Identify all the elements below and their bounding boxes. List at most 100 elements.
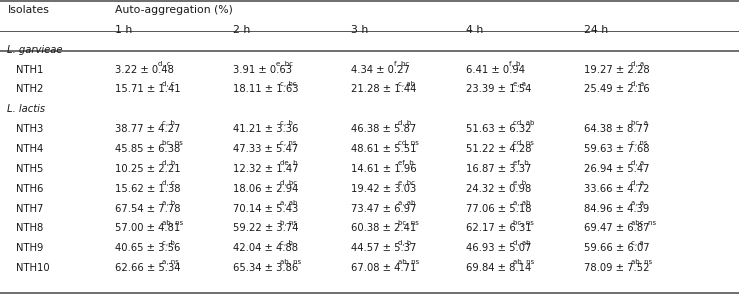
- Text: 48.61 ± 5.51: 48.61 ± 5.51: [351, 144, 417, 154]
- Text: ef, b: ef, b: [513, 160, 528, 166]
- Text: d, c: d, c: [158, 61, 171, 67]
- Text: f, b: f, b: [509, 61, 520, 67]
- Text: ef, b: ef, b: [398, 160, 414, 166]
- Text: 51.63 ± 6.32: 51.63 ± 6.32: [466, 124, 531, 134]
- Text: 47.33 ± 5.47: 47.33 ± 5.47: [233, 144, 298, 154]
- Text: NTH10: NTH10: [16, 263, 50, 273]
- Text: 60.38 ± 2.41: 60.38 ± 2.41: [351, 224, 416, 233]
- Text: 69.84 ± 8.14: 69.84 ± 8.14: [466, 263, 531, 273]
- Text: 21.28 ± 1.44: 21.28 ± 1.44: [351, 84, 416, 94]
- Text: e, bc: e, bc: [276, 61, 293, 67]
- Text: a, ab: a, ab: [398, 200, 416, 206]
- Text: 62.17 ± 6.31: 62.17 ± 6.31: [466, 224, 531, 233]
- Text: 33.66 ± 4.72: 33.66 ± 4.72: [584, 184, 649, 194]
- Text: NTH9: NTH9: [16, 243, 44, 253]
- Text: 59.22 ± 3.74: 59.22 ± 3.74: [233, 224, 299, 233]
- Text: NTH7: NTH7: [16, 204, 44, 214]
- Text: 73.47 ± 6.97: 73.47 ± 6.97: [351, 204, 417, 214]
- Text: c, b: c, b: [280, 240, 293, 246]
- Text: c, b: c, b: [162, 240, 174, 246]
- Text: b, ns: b, ns: [280, 220, 297, 226]
- Text: abc, ns: abc, ns: [631, 220, 656, 226]
- Text: 59.63 ± 7.68: 59.63 ± 7.68: [584, 144, 650, 154]
- Text: 45.85 ± 6.38: 45.85 ± 6.38: [115, 144, 180, 154]
- Text: c, bc: c, bc: [280, 80, 297, 87]
- Text: e, bc: e, bc: [398, 180, 415, 186]
- Text: 65.34 ± 3.86: 65.34 ± 3.86: [233, 263, 298, 273]
- Text: 14.61 ± 1.96: 14.61 ± 1.96: [351, 164, 417, 174]
- Text: 44.57 ± 5.37: 44.57 ± 5.37: [351, 243, 416, 253]
- Text: 67.08 ± 4.71: 67.08 ± 4.71: [351, 263, 416, 273]
- Text: 3.22 ± 0.48: 3.22 ± 0.48: [115, 65, 174, 74]
- Text: bc, ns: bc, ns: [398, 220, 419, 226]
- Text: 15.62 ± 1.38: 15.62 ± 1.38: [115, 184, 180, 194]
- Text: de, b: de, b: [280, 160, 298, 166]
- Text: NTH5: NTH5: [16, 164, 44, 174]
- Text: NTH2: NTH2: [16, 84, 44, 94]
- Text: bc, a: bc, a: [631, 120, 648, 126]
- Text: 6.41 ± 0.94: 6.41 ± 0.94: [466, 65, 525, 74]
- Text: 4 h: 4 h: [466, 25, 483, 35]
- Text: c, ns: c, ns: [631, 140, 647, 146]
- Text: 70.14 ± 5.43: 70.14 ± 5.43: [233, 204, 298, 214]
- Text: 46.38 ± 5.87: 46.38 ± 5.87: [351, 124, 416, 134]
- Text: 42.04 ± 4.88: 42.04 ± 4.88: [233, 243, 298, 253]
- Text: 24.32 ± 0.98: 24.32 ± 0.98: [466, 184, 531, 194]
- Text: ab, ns: ab, ns: [280, 259, 302, 266]
- Text: L. lactis: L. lactis: [7, 104, 46, 114]
- Text: c, b: c, b: [280, 120, 293, 126]
- Text: NTH4: NTH4: [16, 144, 44, 154]
- Text: c, b: c, b: [162, 120, 174, 126]
- Text: 26.94 ± 5.47: 26.94 ± 5.47: [584, 164, 650, 174]
- Text: 38.77 ± 4.27: 38.77 ± 4.27: [115, 124, 180, 134]
- Text: a, ab: a, ab: [513, 200, 531, 206]
- Text: a, ns: a, ns: [162, 259, 179, 266]
- Text: 25.49 ± 2.16: 25.49 ± 2.16: [584, 84, 650, 94]
- Text: 24 h: 24 h: [584, 25, 608, 35]
- Text: a, a: a, a: [631, 200, 644, 206]
- Text: 19.27 ± 2.28: 19.27 ± 2.28: [584, 65, 650, 74]
- Text: 46.93 ± 5.07: 46.93 ± 5.07: [466, 243, 531, 253]
- Text: 2 h: 2 h: [233, 25, 250, 35]
- Text: cd, ns: cd, ns: [513, 140, 534, 146]
- Text: d, a: d, a: [631, 160, 644, 166]
- Text: ab, ns: ab, ns: [631, 259, 653, 266]
- Text: Auto-aggregation (%): Auto-aggregation (%): [115, 5, 233, 15]
- Text: 40.65 ± 3.56: 40.65 ± 3.56: [115, 243, 180, 253]
- Text: d, b: d, b: [162, 160, 175, 166]
- Text: bc, ns: bc, ns: [513, 220, 534, 226]
- Text: 18.06 ± 2.94: 18.06 ± 2.94: [233, 184, 298, 194]
- Text: c, ab: c, ab: [398, 80, 415, 87]
- Text: 77.06 ± 5.18: 77.06 ± 5.18: [466, 204, 531, 214]
- Text: d, a: d, a: [631, 80, 644, 87]
- Text: e, b: e, b: [513, 180, 526, 186]
- Text: NTH8: NTH8: [16, 224, 44, 233]
- Text: d, a: d, a: [631, 61, 644, 67]
- Text: 16.87 ± 3.37: 16.87 ± 3.37: [466, 164, 531, 174]
- Text: 59.66 ± 6.07: 59.66 ± 6.07: [584, 243, 650, 253]
- Text: d, b: d, b: [398, 120, 412, 126]
- Text: cd, ab: cd, ab: [513, 120, 534, 126]
- Text: Isolates: Isolates: [7, 5, 50, 15]
- Text: 67.54 ± 7.78: 67.54 ± 7.78: [115, 204, 180, 214]
- Text: d, bc: d, bc: [280, 180, 297, 186]
- Text: d, ab: d, ab: [513, 240, 531, 246]
- Text: 19.42 ± 3.03: 19.42 ± 3.03: [351, 184, 416, 194]
- Text: ab, ns: ab, ns: [162, 220, 183, 226]
- Text: 57.00 ± 4.81: 57.00 ± 4.81: [115, 224, 180, 233]
- Text: NTH3: NTH3: [16, 124, 44, 134]
- Text: bc, ns: bc, ns: [162, 140, 183, 146]
- Text: ab, ns: ab, ns: [513, 259, 534, 266]
- Text: d, c: d, c: [162, 80, 174, 87]
- Text: 69.47 ± 6.87: 69.47 ± 6.87: [584, 224, 650, 233]
- Text: f, bc: f, bc: [395, 61, 409, 67]
- Text: 84.96 ± 4.39: 84.96 ± 4.39: [584, 204, 649, 214]
- Text: L. garvieae: L. garvieae: [7, 45, 63, 55]
- Text: NTH1: NTH1: [16, 65, 44, 74]
- Text: 4.34 ± 0.27: 4.34 ± 0.27: [351, 65, 410, 74]
- Text: 3 h: 3 h: [351, 25, 368, 35]
- Text: a, ab: a, ab: [280, 200, 298, 206]
- Text: c, a: c, a: [631, 240, 644, 246]
- Text: 15.71 ± 1.41: 15.71 ± 1.41: [115, 84, 180, 94]
- Text: 1 h: 1 h: [115, 25, 132, 35]
